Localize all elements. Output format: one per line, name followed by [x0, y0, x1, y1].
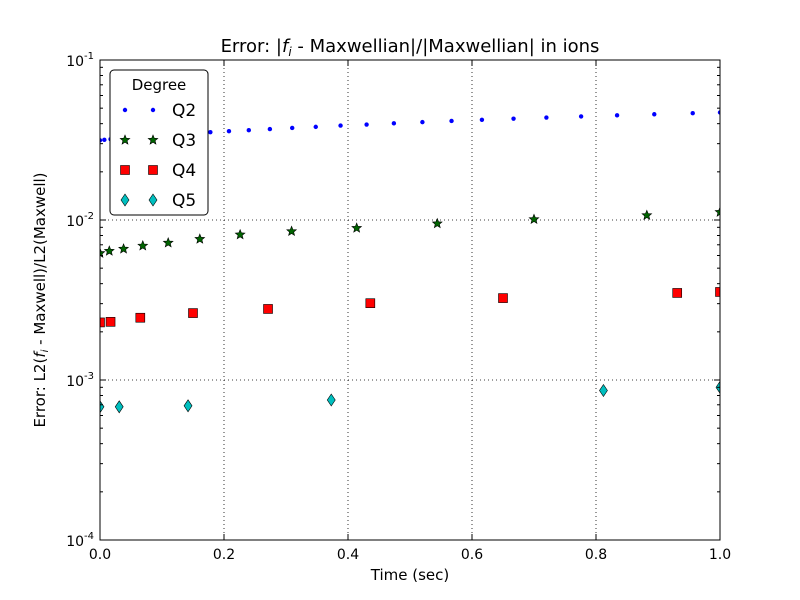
- legend-marker: [120, 193, 130, 207]
- legend-entry-q3: Q3: [119, 131, 196, 151]
- x-axis-label: Time (sec): [370, 566, 449, 584]
- legend-marker: [148, 193, 158, 207]
- data-point-q3: [714, 206, 720, 217]
- legend-entry-q4: Q4: [120, 161, 196, 181]
- legend-label: Q5: [172, 191, 196, 211]
- gridlines: [100, 60, 720, 540]
- data-point-q3: [162, 237, 174, 248]
- x-tick-label: 0.4: [337, 547, 359, 563]
- data-point-q5: [114, 400, 124, 414]
- data-point-q2: [364, 122, 369, 127]
- legend: Degree Q2 Q3 Q4 Q5: [109, 69, 209, 216]
- y-tick-label: 10-4: [66, 531, 94, 550]
- data-point-q4: [100, 317, 105, 328]
- data-point-q5: [183, 399, 193, 413]
- data-point-q2: [208, 129, 213, 135]
- x-tick-label: 0.6: [461, 547, 483, 563]
- legend-box: [109, 69, 209, 216]
- y-tick-label: 10-2: [66, 211, 94, 230]
- data-point-q2: [267, 126, 273, 132]
- legend-marker: [150, 107, 156, 113]
- data-point-q3: [528, 213, 540, 225]
- data-point-q3: [286, 225, 298, 236]
- data-point-q2: [578, 114, 584, 119]
- data-point-q2: [313, 124, 318, 130]
- data-point-q3: [431, 217, 443, 229]
- data-point-q4: [672, 288, 683, 298]
- data-point-q4: [135, 312, 146, 323]
- data-point-q3: [194, 233, 206, 244]
- legend-marker: [120, 165, 130, 175]
- legend-marker: [119, 134, 131, 145]
- chart-title: Error: |fi - Maxwellian|/|Maxwellian| in…: [221, 36, 600, 59]
- data-point-q4: [498, 293, 508, 303]
- legend-marker: [147, 134, 159, 145]
- data-point-q4: [188, 308, 198, 318]
- y-tick-label: 10-1: [66, 51, 94, 70]
- data-point-q2: [391, 121, 397, 126]
- data-point-q2: [226, 128, 232, 134]
- y-tick-label: 10-3: [66, 371, 94, 390]
- data-point-q2: [479, 117, 485, 122]
- data-point-q3: [137, 239, 149, 251]
- data-point-q2: [246, 128, 251, 133]
- data-point-q3: [351, 222, 363, 233]
- series-q4: [100, 287, 720, 328]
- data-point-q2: [102, 137, 107, 143]
- data-point-q4: [263, 304, 273, 314]
- legend-entry-q5: Q5: [120, 191, 196, 211]
- data-point-q2: [449, 118, 454, 124]
- data-point-q2: [338, 123, 343, 128]
- legend-label: Q4: [172, 161, 196, 181]
- x-tick-label: 0.8: [585, 547, 607, 563]
- data-point-q3: [641, 209, 653, 220]
- data-point-q2: [511, 116, 516, 121]
- data-point-q3: [103, 245, 115, 256]
- legend-entry-q2: Q2: [122, 101, 196, 121]
- data-point-q4: [365, 298, 376, 308]
- plot-frame: [99, 59, 721, 541]
- data-point-q2: [544, 115, 549, 120]
- data-point-q5: [599, 383, 608, 398]
- data-point-q2: [690, 111, 695, 116]
- data-point-q2: [420, 119, 425, 125]
- data-point-q4: [105, 317, 116, 327]
- data-point-q4: [715, 287, 720, 297]
- tick-labels: 0.0 0.2 0.4 0.6 0.8 1.0 10-4 10-3 10-2 10-1: [66, 51, 731, 563]
- ticks: [99, 59, 721, 541]
- data-point-q2: [100, 138, 103, 143]
- series-q3: [100, 206, 720, 258]
- x-tick-label: 0.0: [89, 547, 111, 563]
- legend-marker: [122, 107, 128, 113]
- data-point-q2: [614, 113, 620, 118]
- data-point-q3: [118, 243, 130, 254]
- data-point-q2: [290, 125, 295, 131]
- legend-title: Degree: [132, 76, 187, 94]
- data-point-q2: [717, 110, 720, 115]
- legend-marker: [148, 165, 158, 175]
- legend-entries: Q2 Q3 Q4 Q5: [119, 101, 196, 211]
- y-axis-label: Error: L2(fi - Maxwell)/L2(Maxwell): [31, 172, 51, 427]
- data-point-q2: [652, 112, 657, 117]
- legend-label: Q3: [172, 131, 196, 151]
- legend-label: Q2: [172, 101, 196, 121]
- data-point-q5: [326, 393, 336, 407]
- data-point-q3: [234, 228, 246, 240]
- x-tick-label: 1.0: [709, 547, 731, 563]
- x-tick-label: 0.2: [213, 547, 235, 563]
